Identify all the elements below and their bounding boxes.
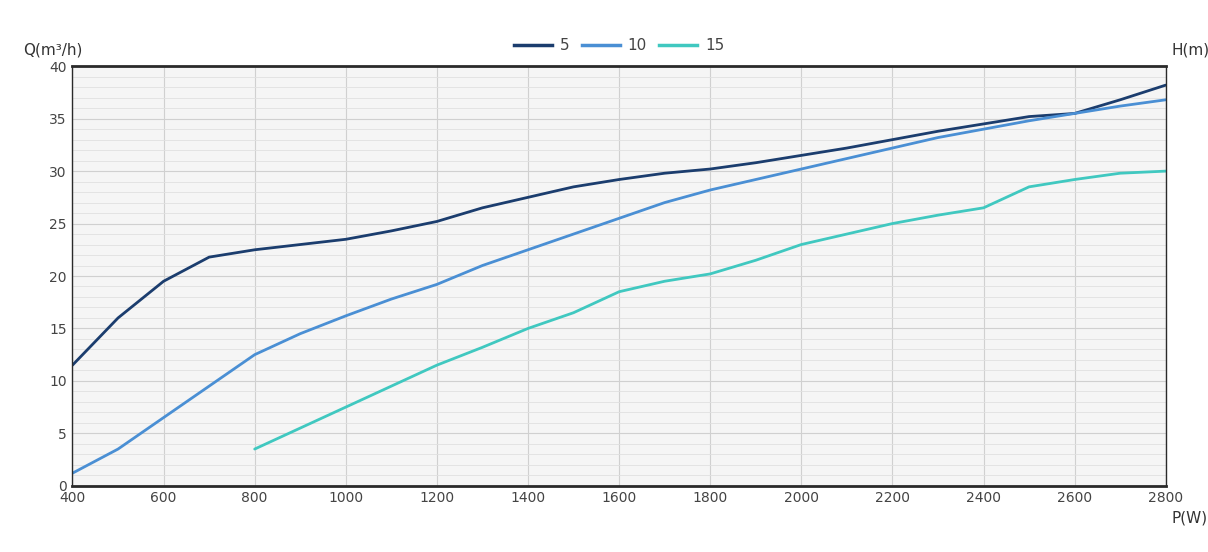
Text: P(W): P(W) <box>1172 511 1207 526</box>
Text: Q(m³/h): Q(m³/h) <box>23 43 82 58</box>
15 <box>612 288 627 295</box>
5 <box>430 218 445 225</box>
5 <box>294 241 308 248</box>
15 <box>338 404 353 411</box>
15 <box>657 278 672 285</box>
10 <box>521 246 535 253</box>
10 <box>612 215 627 222</box>
5 <box>657 170 672 177</box>
5 <box>475 204 489 211</box>
15 <box>930 212 945 219</box>
15 <box>1158 168 1173 174</box>
10 <box>1068 110 1082 117</box>
15 <box>475 344 489 351</box>
15 <box>885 220 900 227</box>
10 <box>338 312 353 319</box>
15 <box>1022 183 1036 190</box>
Legend: 5, 10, 15: 5, 10, 15 <box>507 32 731 59</box>
10 <box>794 166 808 172</box>
5 <box>612 176 627 183</box>
15 <box>840 231 854 237</box>
15 <box>294 425 308 432</box>
Line: 15: 15 <box>255 171 1166 449</box>
15 <box>567 309 581 316</box>
15 <box>521 325 535 332</box>
5 <box>840 145 854 151</box>
15 <box>430 362 445 369</box>
10 <box>703 187 718 193</box>
5 <box>930 128 945 135</box>
5 <box>749 160 763 166</box>
10 <box>65 470 80 476</box>
10 <box>294 330 308 337</box>
5 <box>156 278 170 285</box>
10 <box>1158 97 1173 103</box>
5 <box>976 120 991 127</box>
10 <box>749 176 763 183</box>
15 <box>703 270 718 277</box>
10 <box>1113 103 1127 109</box>
5 <box>248 246 262 253</box>
10 <box>840 155 854 162</box>
10 <box>567 231 581 237</box>
5 <box>1158 82 1173 88</box>
10 <box>475 262 489 269</box>
5 <box>885 136 900 143</box>
10 <box>248 352 262 358</box>
10 <box>930 134 945 141</box>
5 <box>567 183 581 190</box>
10 <box>430 281 445 288</box>
15 <box>794 241 808 248</box>
5 <box>521 194 535 201</box>
15 <box>248 446 262 453</box>
Line: 10: 10 <box>72 100 1166 473</box>
5 <box>1113 97 1127 103</box>
10 <box>384 296 399 302</box>
10 <box>202 383 216 390</box>
5 <box>1022 113 1036 120</box>
15 <box>1113 170 1127 177</box>
15 <box>384 383 399 390</box>
Line: 5: 5 <box>72 85 1166 365</box>
15 <box>749 257 763 264</box>
15 <box>1068 176 1082 183</box>
5 <box>65 362 80 369</box>
5 <box>384 227 399 234</box>
15 <box>976 204 991 211</box>
5 <box>202 254 216 261</box>
5 <box>1068 110 1082 117</box>
10 <box>657 199 672 206</box>
10 <box>976 126 991 132</box>
Text: H(m): H(m) <box>1172 43 1208 58</box>
10 <box>1022 118 1036 124</box>
5 <box>338 236 353 243</box>
10 <box>111 446 126 453</box>
5 <box>703 166 718 172</box>
10 <box>156 414 170 421</box>
10 <box>885 145 900 151</box>
5 <box>111 315 126 321</box>
5 <box>794 152 808 159</box>
